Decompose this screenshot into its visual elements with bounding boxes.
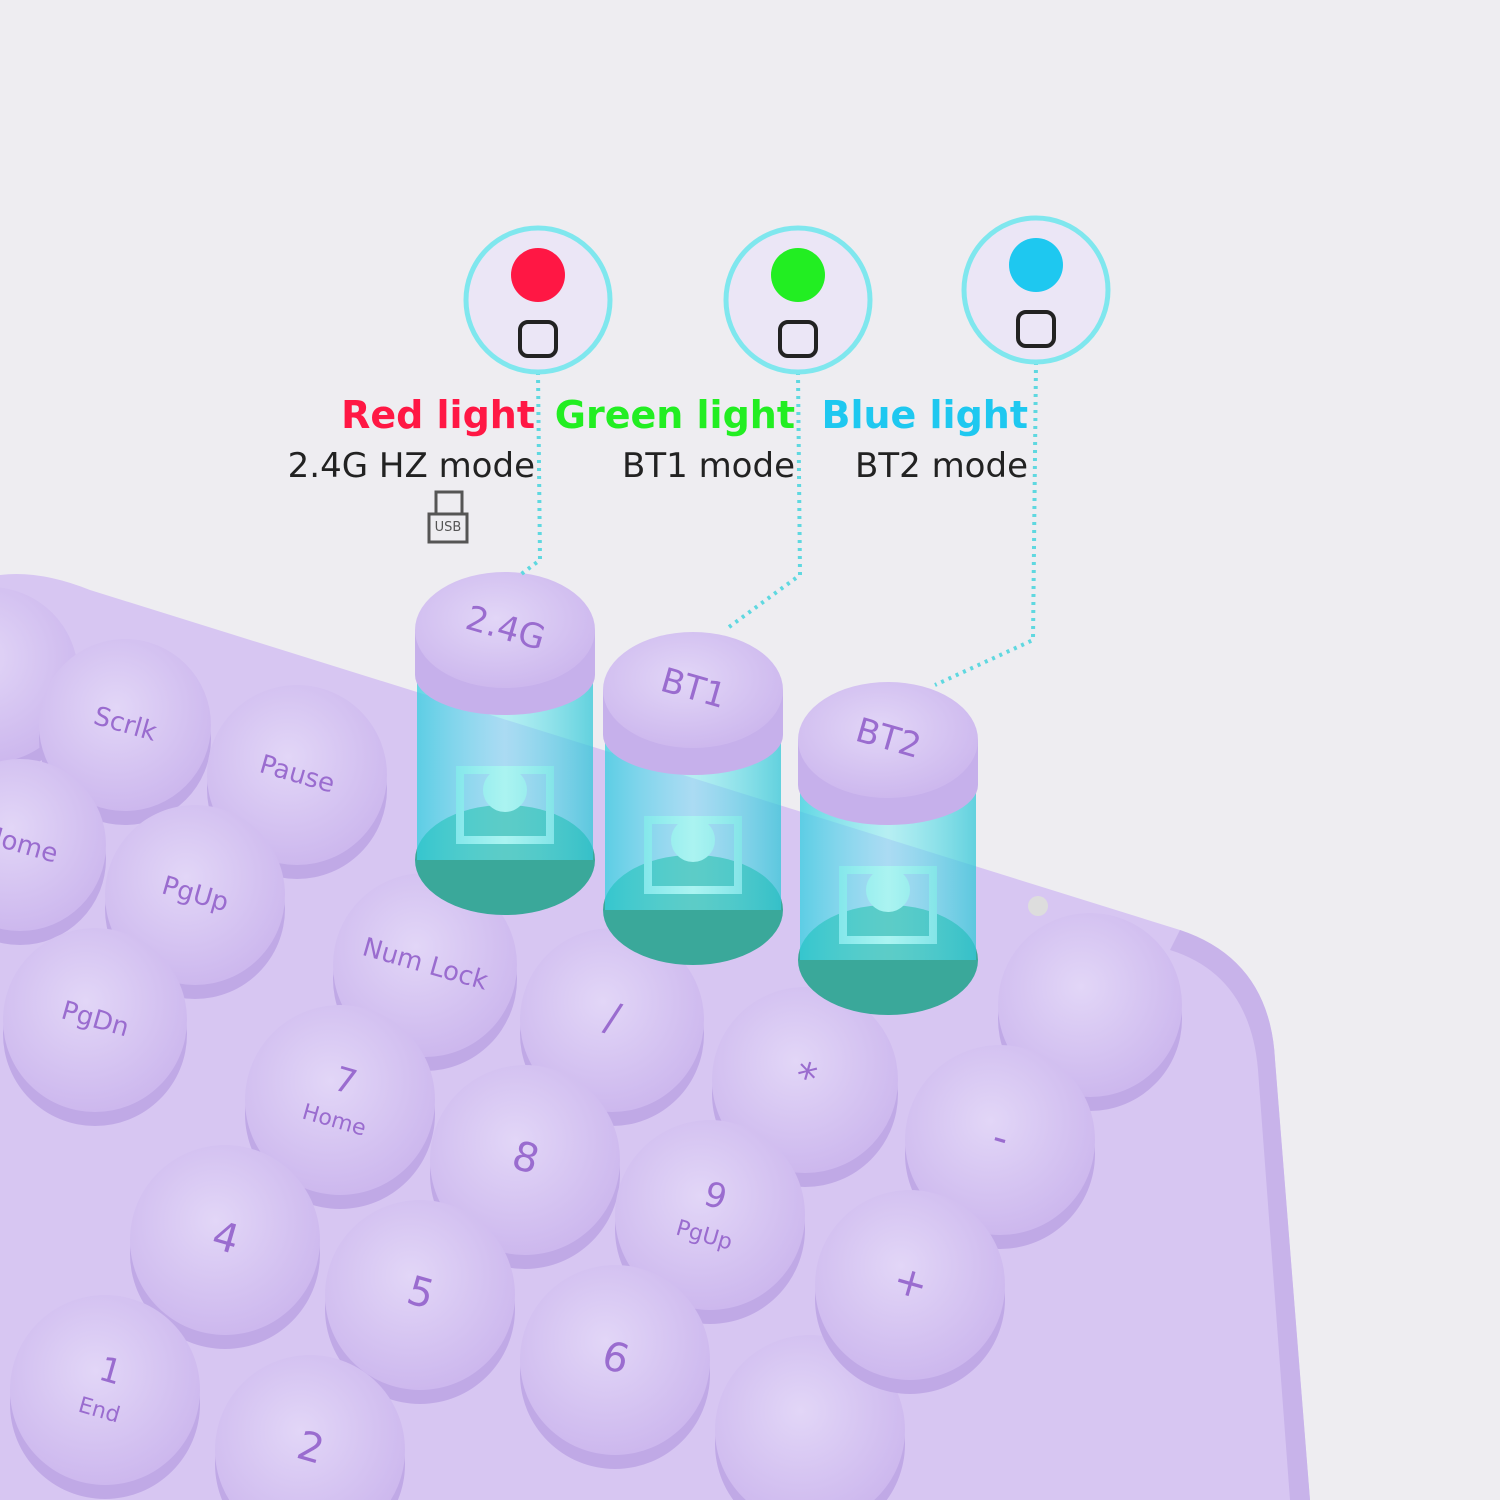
- key: [998, 913, 1182, 1097]
- power-led: [1028, 896, 1048, 916]
- key: [130, 1145, 320, 1335]
- light-label: Blue light: [821, 393, 1028, 437]
- key: [105, 805, 285, 985]
- key: [10, 1295, 200, 1485]
- mode-label: BT1 mode: [622, 446, 795, 486]
- wireless-icon: [778, 320, 818, 358]
- key: [39, 639, 211, 811]
- key: [207, 685, 387, 865]
- key: [3, 928, 187, 1112]
- key: [325, 1200, 515, 1390]
- indicator-light: [771, 248, 825, 302]
- key: [815, 1190, 1005, 1380]
- mode-label: 2.4G HZ mode: [288, 446, 535, 486]
- indicator-light: [1009, 238, 1063, 292]
- key: [520, 928, 704, 1112]
- key: [430, 1065, 620, 1255]
- usb-label: USB: [435, 520, 462, 535]
- key: [333, 873, 517, 1057]
- indicators: Red light 2.4G HZ mode Green light BT1 mode…: [288, 215, 1111, 687]
- keycap: [603, 632, 783, 748]
- key: [215, 1355, 405, 1500]
- keycap: [415, 572, 595, 688]
- leader-line: [723, 371, 803, 632]
- keyboard-edge: [1170, 930, 1310, 1500]
- mode-label: BT2 mode: [855, 446, 1028, 486]
- key: [520, 1265, 710, 1455]
- usb-icon: USB: [427, 490, 469, 544]
- key: [615, 1120, 805, 1310]
- key: [245, 1005, 435, 1195]
- key: [905, 1045, 1095, 1235]
- wireless-icon: [518, 320, 558, 358]
- light-label: Red light: [341, 393, 535, 437]
- key: [712, 987, 898, 1173]
- key: [0, 759, 106, 931]
- light-label: Green light: [555, 393, 795, 437]
- wireless-icon: [1016, 310, 1056, 348]
- indicator-light: [511, 248, 565, 302]
- keycap: [798, 682, 978, 798]
